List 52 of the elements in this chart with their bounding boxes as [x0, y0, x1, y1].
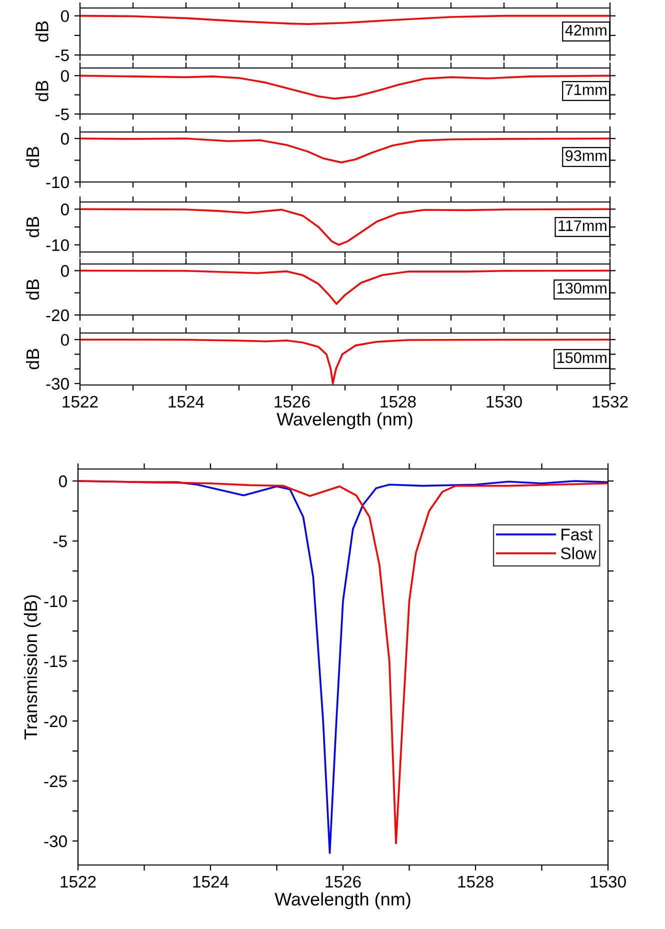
annotation: 93mm: [566, 150, 606, 162]
y-axis-title: dB: [26, 279, 40, 300]
x-axis-title: Wavelength (nm): [276, 412, 412, 430]
line-series: [80, 74, 610, 100]
line-series: [80, 208, 610, 246]
line-series: [80, 270, 610, 305]
y-tick-label: 0: [60, 265, 69, 277]
legend-label: Slow: [560, 547, 596, 560]
y-tick-label: 0: [60, 70, 69, 82]
annotation: 42mm: [565, 24, 606, 36]
y-tick-label: 0: [60, 334, 69, 346]
annotation: 117mm: [558, 220, 606, 231]
y-tick-label: -10: [46, 239, 69, 252]
y-tick-label: 0: [60, 10, 69, 22]
y-tick-label: -5: [56, 108, 69, 120]
line-series: [80, 138, 610, 164]
y-tick-label: -20: [46, 309, 69, 322]
x-tick-label: 1522: [60, 876, 96, 888]
x-tick-label: 1524: [168, 396, 204, 408]
y-tick-label: -25: [44, 775, 67, 788]
y-tick-label: -10: [46, 176, 69, 188]
x-tick-label: 1530: [486, 396, 522, 408]
y-tick-label: -30: [44, 835, 67, 848]
annotation: 150mm: [558, 352, 606, 364]
y-tick-label: 0: [60, 132, 69, 145]
x-tick-label: 1528: [380, 396, 416, 408]
y-tick-label: -20: [44, 715, 67, 728]
y-axis-title: dB: [35, 80, 48, 102]
y-axis-title: Transmission (dB): [24, 595, 41, 740]
x-tick-label: 1526: [274, 396, 310, 408]
y-tick-label: -10: [44, 595, 67, 608]
y-tick-label: -30: [46, 378, 69, 390]
y-tick-label: -5: [56, 50, 69, 62]
x-tick-label: 1524: [193, 876, 229, 888]
x-tick-label: 1528: [458, 876, 494, 888]
y-tick-label: 0: [58, 475, 67, 488]
y-tick-label: 0: [60, 204, 69, 216]
annotation: 130mm: [558, 282, 606, 294]
x-tick-label: 1532: [592, 396, 628, 408]
y-axis-title: dB: [26, 146, 40, 168]
x-axis-title: Wavelength (nm): [274, 892, 410, 910]
x-tick-label: 1530: [590, 876, 626, 888]
y-axis-title: dB: [26, 216, 40, 238]
y-tick-label: -15: [44, 656, 67, 668]
legend-label: Fast: [562, 528, 592, 540]
y-axis-title: dB: [26, 348, 40, 370]
y-axis-title: dB: [35, 21, 48, 42]
line-series: [80, 14, 610, 25]
y-tick-label: -5: [54, 536, 67, 548]
x-tick-label: 1522: [62, 396, 98, 408]
annotation: 71mm: [566, 84, 606, 95]
x-tick-label: 1526: [326, 876, 361, 888]
